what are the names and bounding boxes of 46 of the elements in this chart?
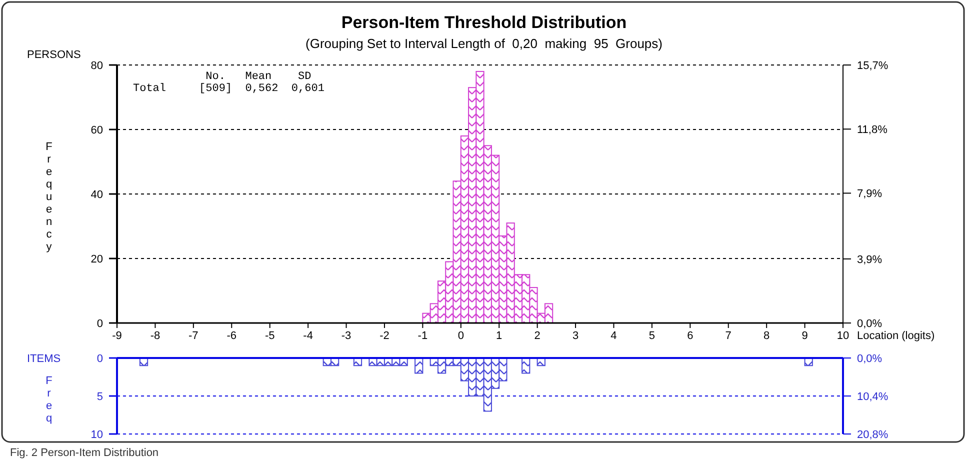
- x-tick-label: 7: [725, 330, 732, 342]
- chart-subtitle: (Grouping Set to Interval Length of 0,20 making 95 Groups): [306, 36, 662, 51]
- y2-tick-label: 15,7%: [857, 60, 888, 72]
- x-tick-label: -3: [341, 330, 352, 342]
- annotation: Total [509] 0,562 0,601: [133, 83, 325, 95]
- x-tick-label: 10: [836, 330, 850, 342]
- x-tick-label: -4: [303, 330, 313, 342]
- y-tick-label: 5: [96, 391, 103, 403]
- x-tick-label: 5: [648, 330, 656, 342]
- y2-tick-label: 11,8%: [857, 124, 888, 136]
- y2-tick-label: 10,4%: [857, 391, 888, 403]
- y-tick-label: 0: [96, 353, 103, 365]
- x-tick-label: 2: [534, 330, 540, 342]
- x-tick-label: -8: [150, 330, 160, 342]
- x-axis-title: Location (logits): [857, 330, 935, 342]
- x-tick-label: -1: [418, 330, 428, 342]
- text: ITEMS: [27, 353, 61, 365]
- y2-tick-label: 20,8%: [857, 429, 888, 441]
- x-tick-label: 6: [687, 330, 694, 342]
- chart-title: Person-Item Threshold Distribution: [341, 13, 627, 32]
- y2-tick-label: 3,9%: [857, 254, 882, 266]
- y-tick-label: 20: [90, 254, 103, 266]
- x-tick-label: -2: [380, 330, 390, 342]
- x-tick-label: -9: [112, 330, 122, 342]
- x-tick-label: 9: [802, 330, 808, 342]
- x-tick-label: -5: [264, 330, 275, 342]
- x-tick-label: 1: [496, 330, 502, 342]
- y-tick-label: 40: [90, 189, 103, 201]
- x-tick-label: 3: [572, 330, 579, 342]
- x-tick-label: 8: [764, 330, 770, 342]
- y-tick-label: 10: [90, 429, 103, 441]
- caption: Fig. 2 Person-Item Distribution: [10, 447, 159, 459]
- text: PERSONS: [27, 49, 81, 61]
- y2-tick-label: 0,0%: [857, 353, 882, 365]
- y2-tick-label: 7,9%: [857, 188, 882, 200]
- y2-tick-label: 0,0%: [857, 318, 882, 330]
- text: Frequency: [46, 141, 52, 253]
- y-axis-title: Freq: [46, 375, 53, 424]
- y-tick-label: 80: [90, 60, 103, 72]
- x-tick-label: -7: [188, 330, 198, 342]
- x-tick-label: 4: [610, 330, 617, 342]
- y-tick-label: 0: [96, 318, 103, 330]
- x-tick-label: -6: [226, 330, 237, 342]
- y-tick-label: 60: [90, 124, 103, 136]
- annotation: No. Mean SD: [133, 71, 312, 83]
- x-tick-label: 0: [458, 330, 464, 342]
